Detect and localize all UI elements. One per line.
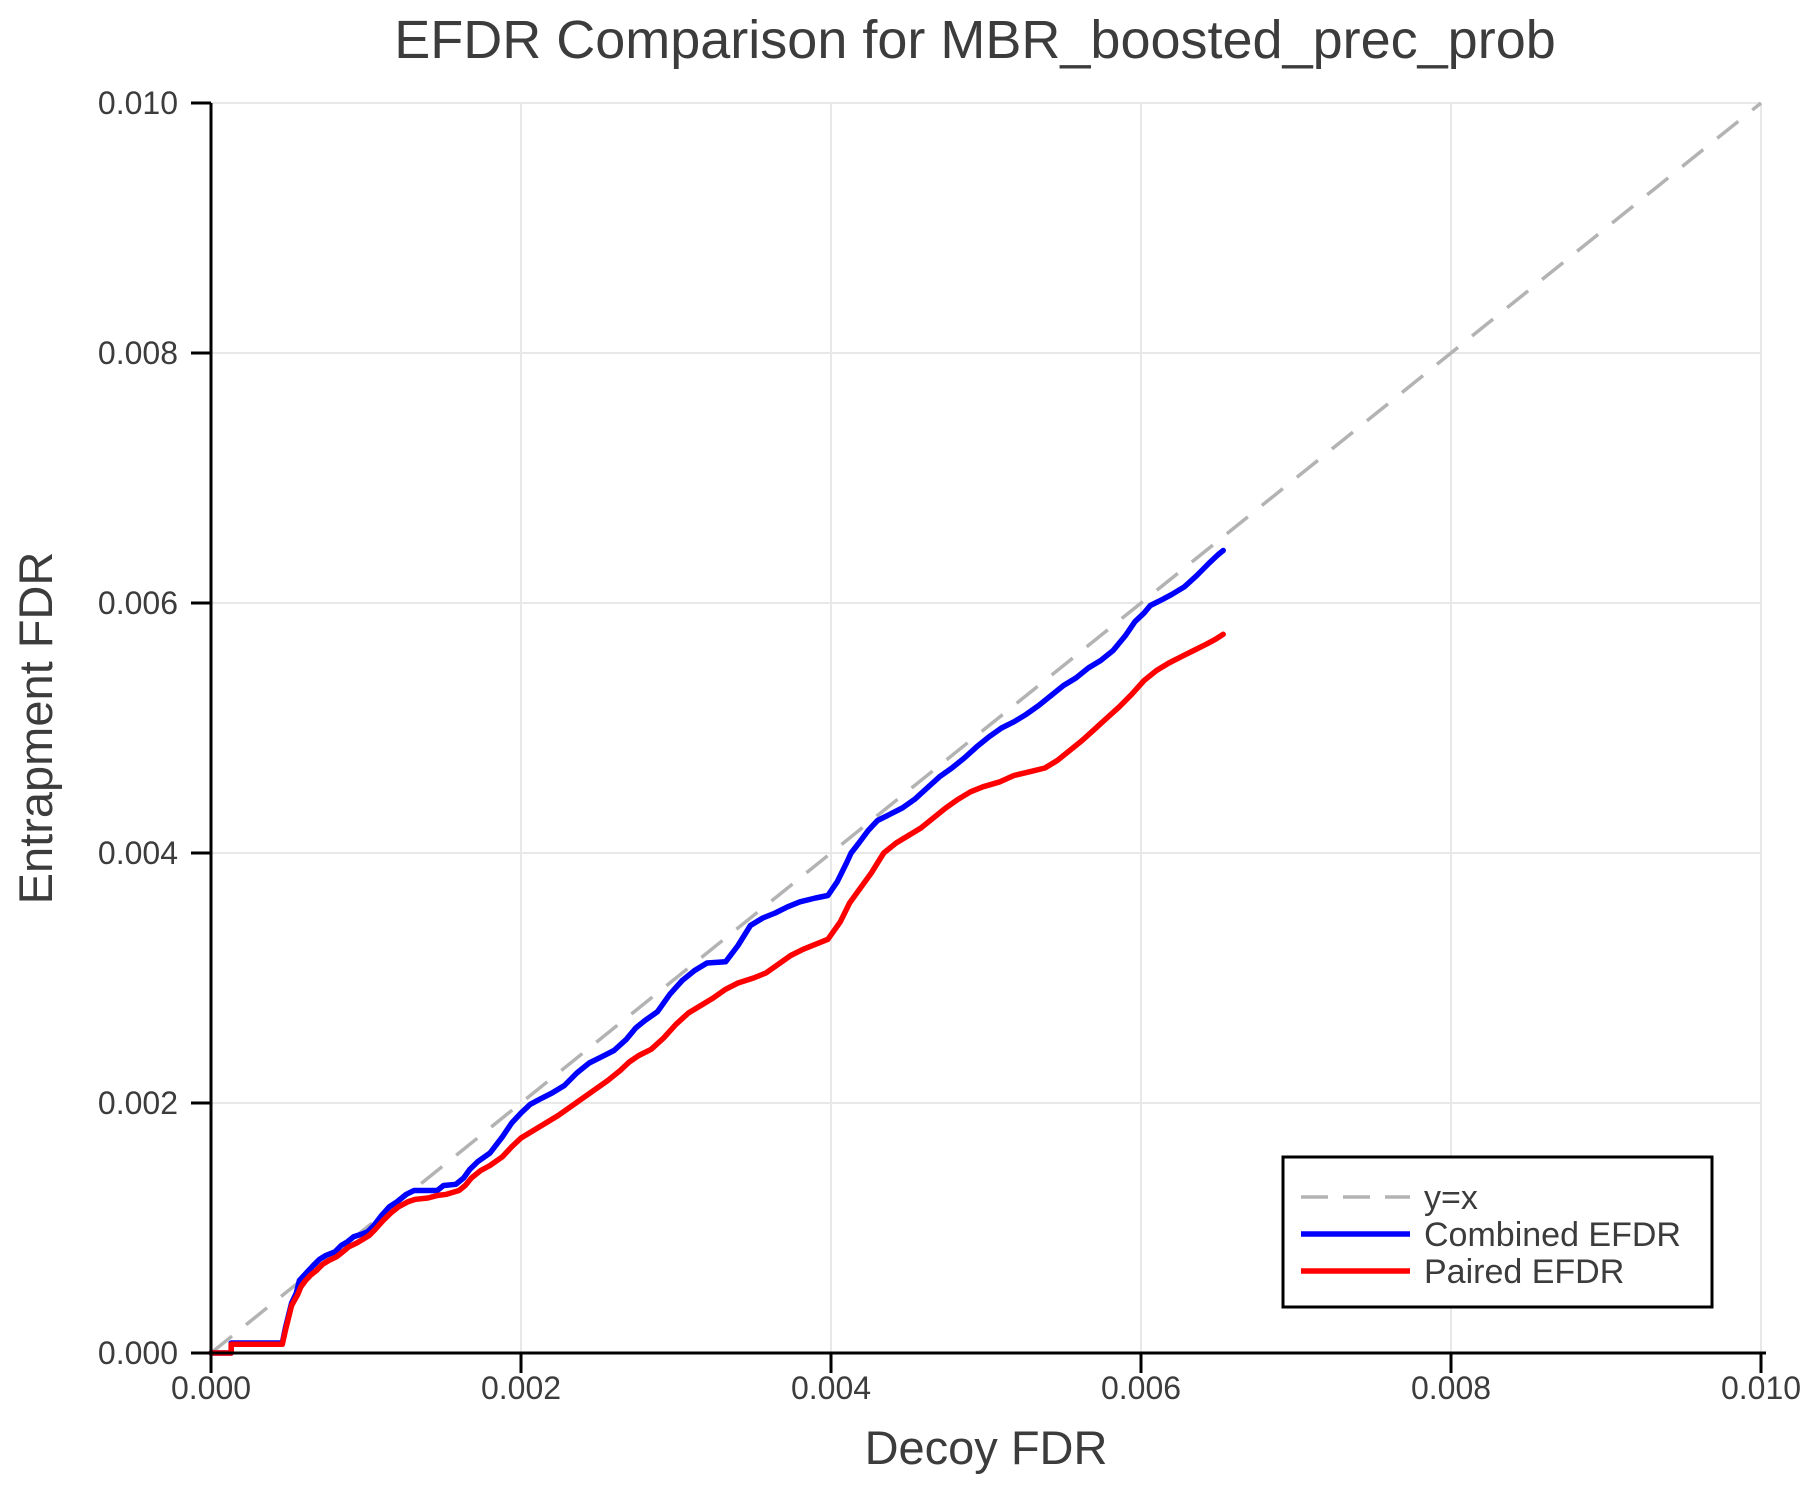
- y-tick-label: 0.006: [98, 585, 178, 621]
- x-tick-label: 0.010: [1721, 1370, 1800, 1406]
- y-tick-label: 0.004: [98, 835, 178, 871]
- plot-area: 0.000 0.002 0.004 0.006 0.008 0.010 0.000 0.002…: [98, 85, 1800, 1406]
- x-tick-label: 0.004: [791, 1370, 871, 1406]
- y-tick-label: 0.002: [98, 1085, 178, 1121]
- y-tick-label: 0.010: [98, 85, 178, 121]
- x-tick-label: 0.002: [481, 1370, 561, 1406]
- legend-combined-label: Combined EFDR: [1424, 1216, 1681, 1254]
- x-tick-label: 0.006: [1101, 1370, 1181, 1406]
- legend-identity-label: y=x: [1424, 1179, 1478, 1217]
- legend-paired-label: Paired EFDR: [1424, 1253, 1624, 1291]
- x-tick-label: 0.008: [1411, 1370, 1491, 1406]
- y-tick-label: 0.008: [98, 335, 178, 371]
- x-axis-label: Decoy FDR: [865, 1421, 1108, 1474]
- x-tick-label: 0.000: [171, 1370, 251, 1406]
- combined-efdr-line: [208, 547, 1226, 1356]
- y-tick-label: 0.000: [98, 1335, 178, 1371]
- identity-line: [209, 101, 1763, 1355]
- y-axis-label: Entrapment FDR: [9, 552, 62, 905]
- legend: y=x Combined EFDR Paired EFDR: [1281, 1155, 1714, 1309]
- chart-title: EFDR Comparison for MBR_boosted_prec_pro…: [394, 10, 1556, 70]
- paired-efdr-line: [208, 631, 1226, 1356]
